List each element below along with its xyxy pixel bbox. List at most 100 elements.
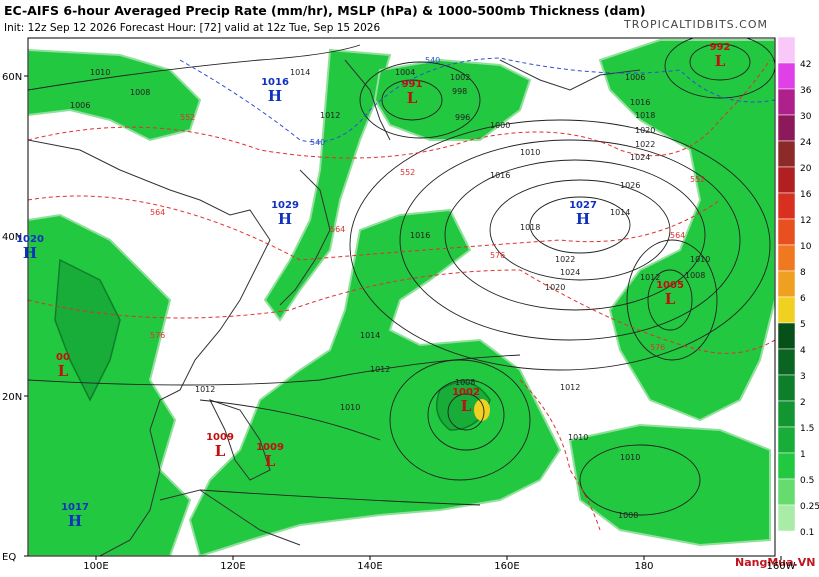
center-pressure: 00 (56, 352, 70, 363)
colorbar-segment (777, 348, 796, 376)
colorbar-label: 6 (800, 294, 806, 304)
isobars (28, 38, 775, 516)
isobar-label: 1012 (560, 383, 580, 392)
lon-label: 180 (634, 561, 653, 572)
colorbar-label: 0.25 (800, 502, 819, 512)
isobar (579, 444, 701, 516)
center-pressure: 1027 (569, 200, 597, 211)
colorbar-segment (777, 374, 796, 402)
isobar-label: 1010 (340, 403, 360, 412)
thickness-label: 552 (180, 113, 195, 122)
source: TROPICALTIDBITS.COM (623, 18, 768, 31)
thickness-label: 576 (650, 343, 665, 352)
lat-label: 60N (2, 72, 22, 83)
isobar-label: 1010 (620, 453, 640, 462)
thickness-label: 552 (400, 168, 415, 177)
center-symbol: L (265, 452, 276, 470)
thickness-label: 576 (150, 331, 165, 340)
center-pressure: 1016 (261, 77, 289, 88)
isobar-label: 1024 (560, 268, 580, 277)
colorbar-label: 4 (800, 346, 806, 356)
colorbar-segment (777, 140, 796, 168)
isobar-label: 1010 (90, 68, 110, 77)
isobar-label: 1022 (555, 255, 575, 264)
thickness-line (28, 195, 721, 261)
colorbar-segment (777, 296, 796, 324)
isobar (647, 269, 693, 331)
thickness-label: 564 (670, 231, 685, 240)
center-pressure: 991 (402, 79, 423, 90)
isobar-label: 1024 (630, 153, 650, 162)
colorbar-label: 20 (800, 164, 812, 174)
isobar-label: 1026 (620, 181, 640, 190)
colorbar-segment (777, 218, 796, 246)
coastline (159, 489, 301, 546)
colorbar-label: 36 (800, 86, 812, 96)
isobar-label: 1016 (410, 231, 430, 240)
map-subtitle: Init: 12z Sep 12 2026 Forecast Hour: [72… (4, 22, 380, 34)
colorbar-label: 1 (800, 450, 806, 460)
isobar-label: 1008 (618, 511, 638, 520)
isobar-label: 1012 (320, 111, 340, 120)
isobar-label: 1018 (635, 111, 655, 120)
isobar-label: 1014 (610, 208, 630, 217)
lon-label: 100E (83, 561, 108, 572)
precip-areas (28, 39, 775, 556)
center-symbol: H (278, 210, 292, 228)
thickness-label: 576 (490, 251, 505, 260)
colorbar-segment (777, 322, 796, 350)
isobar-label: 1008 (130, 88, 150, 97)
colorbar-segment (777, 114, 796, 142)
center-symbol: H (68, 512, 82, 530)
colorbar-segment (777, 504, 796, 532)
isobar-label: 1002 (450, 73, 470, 82)
center-pressure: 1009 (206, 432, 234, 443)
watermark: NangMua.VN (735, 556, 815, 569)
center-pressure: 1017 (61, 502, 89, 513)
precip-area (54, 258, 121, 402)
isobar (359, 61, 481, 139)
lat-label: 40N (2, 232, 22, 243)
thickness-line (519, 379, 601, 531)
lon-label: 160E (494, 561, 519, 572)
isobar (664, 38, 775, 99)
colorbar-segment (777, 166, 796, 194)
plot-area (28, 38, 775, 556)
isobar (489, 179, 671, 281)
center-symbol: L (407, 89, 418, 107)
thickness-label: 564 (330, 225, 345, 234)
isobar (28, 44, 361, 91)
thickness-540 (179, 57, 775, 143)
colorbar-segment (777, 270, 796, 298)
thickness-label: 540 (310, 138, 325, 147)
coastline (28, 139, 271, 556)
lat-label: EQ (2, 552, 16, 563)
isobar-label: 1010 (568, 433, 588, 442)
isobar-label: 1014 (360, 331, 380, 340)
isobar-label: 1012 (640, 273, 660, 282)
isobar-label: 1006 (70, 101, 90, 110)
isobar-label: 998 (452, 87, 467, 96)
colorbar-label: 8 (800, 268, 806, 278)
isobar-label: 1008 (455, 378, 475, 387)
isobar (28, 354, 521, 386)
thickness-label: 552 (690, 175, 705, 184)
colorbar-label: 10 (800, 242, 812, 252)
isobar-label: 1000 (490, 121, 510, 130)
thickness-label: 540 (425, 56, 440, 65)
isobar (626, 239, 718, 361)
isobar-label: 1020 (545, 283, 565, 292)
thickness-lines (28, 59, 775, 531)
colorbar-segment (777, 88, 796, 116)
colorbar-label: 0.1 (800, 528, 814, 538)
isobar (447, 393, 485, 431)
thickness-label: 564 (150, 208, 165, 217)
isobar-label: 1018 (520, 223, 540, 232)
isobar-label: 1012 (370, 365, 390, 374)
center-symbol: L (58, 362, 69, 380)
isobar-label: 1010 (690, 255, 710, 264)
isobar-label: 996 (455, 113, 470, 122)
colorbar-segment (777, 36, 796, 64)
isobar (689, 43, 751, 81)
thickness-line (179, 57, 775, 143)
